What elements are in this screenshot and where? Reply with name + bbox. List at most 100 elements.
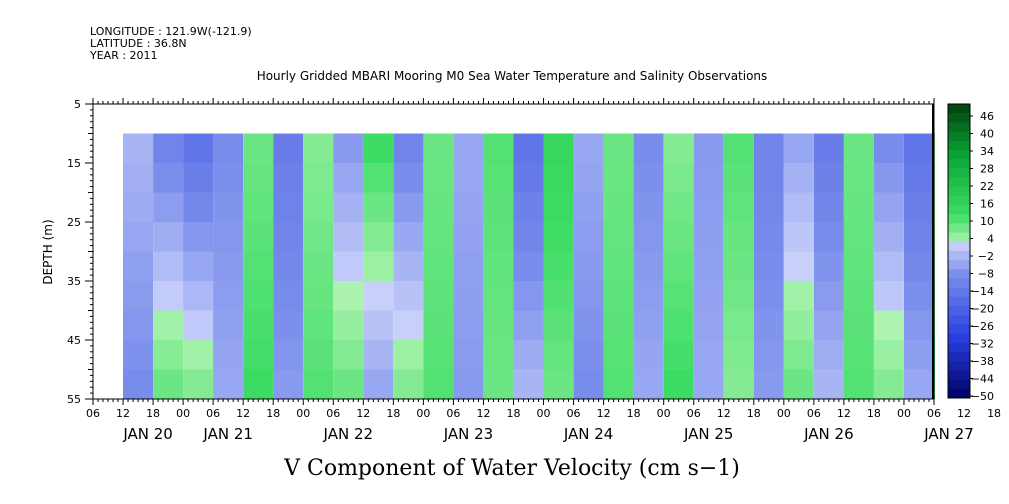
heatmap-cell (723, 369, 754, 400)
heatmap-cell (873, 163, 904, 193)
heatmap-cell (423, 163, 454, 193)
x-axis-label: V Component of Water Velocity (cm s−1) (283, 456, 740, 481)
heatmap-cell (423, 251, 454, 282)
heatmap-cell (153, 281, 184, 311)
heatmap-cell (663, 281, 694, 311)
heatmap-cell (183, 369, 214, 400)
heatmap-cell (123, 340, 153, 370)
x-tick-label: 06 (206, 407, 220, 420)
heatmap-cell (843, 222, 874, 252)
heatmap-cell (753, 133, 784, 164)
heatmap-cell (153, 133, 184, 164)
x-tick-label: 12 (236, 407, 250, 420)
colorbar-swatch (948, 260, 970, 270)
heatmap-cell (153, 369, 184, 400)
heatmap-cell (573, 133, 604, 164)
heatmap-cell (873, 369, 904, 400)
heatmap-cell (783, 192, 814, 223)
heatmap-cell (873, 251, 904, 282)
heatmap-cell (904, 281, 934, 311)
heatmap-cell (483, 340, 514, 370)
heatmap-cell (693, 192, 724, 223)
heatmap-cell (753, 222, 784, 252)
y-tick-label: 25 (67, 216, 81, 229)
heatmap-cell (573, 310, 604, 341)
heatmap-cell (543, 192, 574, 223)
heatmap-cell (663, 192, 694, 223)
heatmap-cell (633, 222, 664, 252)
x-tick-label: 00 (777, 407, 791, 420)
colorbar-tick-label: −2 (978, 250, 994, 263)
heatmap-cell (123, 192, 153, 223)
heatmap-cell (243, 369, 274, 400)
heatmap-cell (243, 133, 274, 164)
colorbar-swatch (948, 113, 970, 123)
y-tick-label: 45 (67, 334, 81, 347)
colorbar-swatch (948, 205, 970, 215)
heatmap-cell (363, 133, 394, 164)
heatmap-cell (423, 310, 454, 341)
heatmap-cell (843, 369, 874, 400)
x-tick-label: 06 (807, 407, 821, 420)
heatmap-cell (363, 340, 394, 370)
heatmap-cell (723, 251, 754, 282)
colorbar-swatch (948, 177, 970, 188)
heatmap-cell (333, 133, 364, 164)
colorbar-swatch (948, 278, 970, 289)
heatmap-cell (213, 369, 244, 400)
colorbar-swatch (948, 296, 970, 307)
colorbar-swatch (948, 159, 970, 169)
heatmap-cell (333, 251, 364, 282)
heatmap-cell (453, 369, 484, 400)
y-tick-label: 15 (67, 157, 81, 170)
heatmap-cell (153, 192, 184, 223)
heatmap-cell (573, 192, 604, 223)
heatmap-cell (393, 163, 424, 193)
heatmap-cell (303, 281, 334, 311)
heatmap-cell (453, 192, 484, 223)
heatmap-cell (633, 251, 664, 282)
heatmap-cell (873, 310, 904, 341)
heatmap-cell (783, 369, 814, 400)
colorbar-swatch (948, 379, 970, 390)
heatmap-cell (603, 222, 634, 252)
x-day-label: JAN 23 (443, 425, 494, 443)
y-tick-label: 55 (67, 393, 81, 406)
heatmap-cell (603, 192, 634, 223)
heatmap-cell (603, 163, 634, 193)
heatmap-cell (483, 251, 514, 282)
colorbar-swatch (948, 388, 970, 399)
heatmap-cell (483, 310, 514, 341)
x-axis: 06 12 18 00 06 12 18 00 06 12 18 00 06 12 18 00 06 12 18 00… (86, 98, 1001, 443)
heatmap-cell (393, 222, 424, 252)
heatmap-cell (813, 133, 844, 164)
heatmap-cell (483, 133, 514, 164)
heatmap-cell (513, 281, 544, 311)
heatmap-cell (633, 310, 664, 341)
heatmap-cell (904, 163, 934, 193)
heatmap-cell (633, 340, 664, 370)
x-tick-label: 00 (176, 407, 190, 420)
colorbar-tick-label: −50 (971, 390, 994, 403)
colorbar-swatch (948, 195, 970, 206)
heatmap-cell (213, 133, 244, 164)
heatmap-cell (153, 163, 184, 193)
x-tick-label: 18 (987, 407, 1001, 420)
heatmap-cell (423, 281, 454, 311)
heatmap-cell (453, 281, 484, 311)
heatmap-cell (363, 310, 394, 341)
heatmap-cell (573, 369, 604, 400)
heatmap-cell (723, 340, 754, 370)
heatmap-cell (693, 163, 724, 193)
colorbar-swatch (948, 370, 970, 381)
x-day-label: JAN 25 (683, 425, 734, 443)
x-tick-label: 18 (747, 407, 761, 420)
heatmap-cell (183, 163, 214, 193)
heatmap-cell (873, 192, 904, 223)
heatmap-cell (483, 369, 514, 400)
colorbar-swatch (948, 342, 970, 353)
x-tick-label: 12 (597, 407, 611, 420)
colorbar-tick-label: 34 (980, 145, 994, 158)
colorbar: 46 40 34 28 22 16 10 4 −2 −8 −14 −20 −26 −32 −38 −44 −50 (947, 103, 994, 403)
heatmap-cell (183, 281, 214, 311)
